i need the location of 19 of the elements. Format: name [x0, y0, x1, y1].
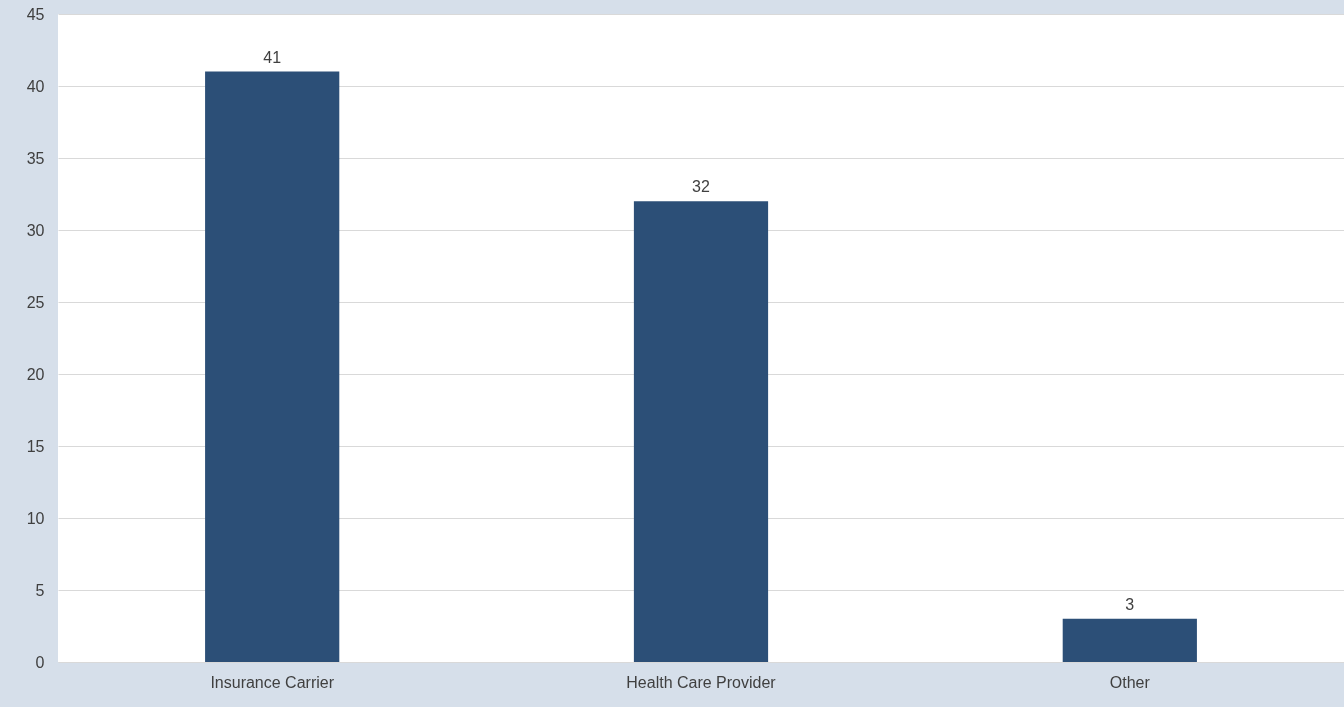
y-tick-label: 5 [35, 581, 45, 599]
x-tick-label: Health Care Provider [626, 673, 777, 691]
y-tick-label: 45 [26, 5, 45, 23]
y-tick-label: 0 [35, 653, 45, 671]
bar [205, 71, 340, 662]
y-tick-label: 30 [26, 221, 45, 239]
y-tick-label: 15 [26, 437, 45, 455]
bar [1062, 618, 1197, 662]
data-label: 32 [692, 178, 710, 196]
y-tick-label: 20 [26, 365, 45, 383]
x-tick-label: Insurance Carrier [210, 673, 335, 691]
y-tick-label: 35 [26, 149, 45, 167]
data-label: 41 [263, 48, 282, 66]
data-label: 3 [1125, 595, 1135, 613]
bar [633, 201, 769, 662]
y-tick-label: 25 [26, 293, 45, 311]
y-tick-label: 10 [26, 509, 45, 527]
x-tick-label: Other [1109, 673, 1151, 691]
y-tick-label: 40 [26, 77, 45, 95]
